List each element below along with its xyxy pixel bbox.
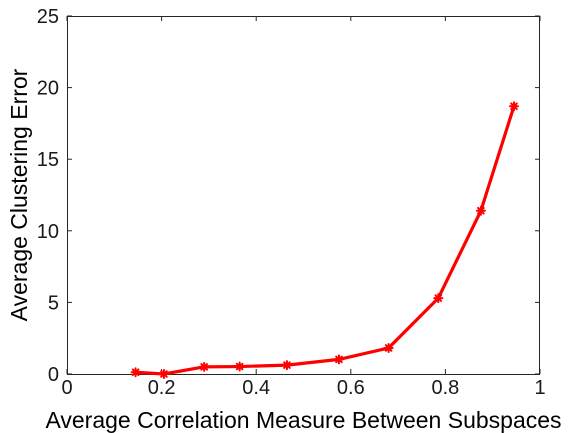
- data-point-asterisk-marker: [199, 361, 210, 372]
- series-line: [133, 104, 516, 376]
- y-tick-label: 5: [48, 292, 59, 314]
- asterisk-stroke: [434, 294, 443, 302]
- x-tick-label: 0.4: [242, 377, 270, 399]
- y-tick-label: 0: [48, 364, 59, 386]
- x-tick-label: 1: [534, 377, 545, 399]
- y-tick-label: 10: [37, 221, 59, 243]
- asterisk-stroke: [384, 344, 393, 352]
- data-point-asterisk-marker: [234, 361, 245, 372]
- asterisk-stroke: [510, 102, 518, 111]
- y-tick-label: 25: [37, 6, 59, 28]
- x-tick-label: 0.8: [431, 377, 459, 399]
- data-point-asterisk-marker: [130, 367, 141, 378]
- asterisk-stroke: [235, 362, 244, 371]
- data-point-asterisk-marker: [475, 205, 486, 216]
- data-point-asterisk-marker: [281, 360, 292, 371]
- data-point-asterisk-marker: [333, 354, 344, 365]
- asterisk-stroke: [477, 206, 485, 215]
- asterisk-stroke: [200, 363, 208, 371]
- data-point-asterisk-marker: [383, 342, 394, 353]
- y-tick-label: 15: [37, 149, 59, 171]
- x-tick-label: 0: [61, 377, 72, 399]
- data-point-asterisk-marker: [433, 293, 444, 304]
- y-axis-label: Average Clustering Error: [6, 68, 32, 321]
- data-point-asterisk-marker: [508, 101, 519, 112]
- x-axis-label: Average Correlation Measure Between Subs…: [45, 407, 561, 433]
- asterisk-stroke: [131, 368, 140, 377]
- x-tick-label: 0.2: [148, 377, 176, 399]
- axes: [66, 15, 541, 375]
- y-tick-label: 20: [37, 78, 59, 100]
- plot-area: [67, 16, 540, 374]
- data-series: [130, 101, 519, 379]
- asterisk-stroke: [283, 361, 291, 369]
- data-point-asterisk-marker: [158, 369, 169, 379]
- y-tick-labels: 0 5 10 15 20 25: [37, 6, 59, 386]
- x-tick-label: 0.6: [337, 377, 365, 399]
- asterisk-stroke: [160, 370, 168, 378]
- x-tick-labels: 0 0.2 0.4 0.6 0.8 1: [61, 377, 545, 399]
- asterisk-stroke: [335, 355, 343, 364]
